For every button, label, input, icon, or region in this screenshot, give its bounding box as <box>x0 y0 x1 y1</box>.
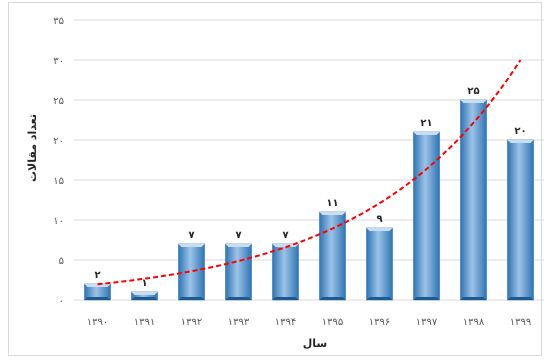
bar <box>366 227 393 301</box>
x-tick-label: ۱۳۹۱ <box>134 317 155 328</box>
trendline <box>97 59 522 286</box>
bar-top-bevel <box>225 244 252 247</box>
x-tick-label: ۱۳۹۶ <box>369 317 390 328</box>
y-tick-label: ۲۰ <box>53 136 64 147</box>
bar <box>225 243 252 301</box>
bar-body <box>460 99 487 301</box>
y-tick-label: ۱۵ <box>53 176 64 187</box>
x-tick-label: ۱۳۹۵ <box>322 317 343 328</box>
x-tick-label: ۱۳۹۴ <box>275 317 296 328</box>
bar-body <box>272 243 299 301</box>
bar-top-bevel <box>366 228 393 231</box>
bar <box>507 139 534 301</box>
bar-top-bevel <box>507 140 534 143</box>
bar-body <box>366 227 393 301</box>
y-axis-ticks: ۰ ۵ ۱۰ ۱۵ ۲۰ ۲۵ ۳۰ ۳۵ <box>53 16 64 307</box>
bar-bottom-bevel <box>178 297 205 300</box>
bar-bottom-bevel <box>507 297 534 300</box>
bar <box>319 211 346 301</box>
bar-top-bevel <box>319 212 346 215</box>
bar-body <box>507 139 534 301</box>
data-label: ۲۰ <box>514 126 526 137</box>
x-tick-label: ۱۳۹۰ <box>87 317 108 328</box>
bar-bottom-bevel <box>225 297 252 300</box>
bar-body <box>178 243 205 301</box>
bars <box>84 99 534 301</box>
bar <box>131 291 158 301</box>
bar <box>413 131 440 301</box>
x-tick-label: ۱۳۹۸ <box>463 317 485 328</box>
x-tick-label: ۱۳۹۷ <box>416 317 438 328</box>
bar-top-bevel <box>131 292 158 295</box>
x-axis-title: سال <box>303 337 328 350</box>
y-tick-label: ۱۰ <box>53 216 64 227</box>
y-tick-label: ۲۵ <box>53 96 64 107</box>
y-tick-label: ۰ <box>59 296 64 307</box>
bar-bottom-bevel <box>84 297 111 300</box>
y-tick-label: ۳۵ <box>53 16 64 27</box>
bar <box>460 99 487 301</box>
bar-bottom-bevel <box>131 297 158 300</box>
trendline-path <box>97 59 522 286</box>
data-label: ۲۱ <box>420 118 432 129</box>
bar-bottom-bevel <box>319 297 346 300</box>
data-label: ۷ <box>188 230 194 241</box>
bar-body <box>225 243 252 301</box>
data-label: ۷ <box>235 230 241 241</box>
bar <box>84 283 111 301</box>
data-label: ۱۱ <box>326 198 338 209</box>
bar <box>272 243 299 301</box>
bar-bottom-bevel <box>413 297 440 300</box>
x-axis-ticks: ۱۳۹۰ ۱۳۹۱ ۱۳۹۲ ۱۳۹۳ ۱۳۹۴ ۱۳۹۵ ۱۳۹۶ ۱۳۹۷ ۱۳۹۸ ۱۳۹۹ <box>87 317 531 328</box>
bar-top-bevel <box>84 284 111 287</box>
bar-top-bevel <box>460 100 487 103</box>
bar-top-bevel <box>272 244 299 247</box>
bar-bottom-bevel <box>366 297 393 300</box>
bar-top-bevel <box>413 132 440 135</box>
data-label: ۲۵ <box>467 86 479 97</box>
bar-top-bevel <box>178 244 205 247</box>
data-label: ۱ <box>141 278 147 289</box>
data-label: ۹ <box>376 214 382 225</box>
x-tick-label: ۱۳۹۲ <box>181 317 202 328</box>
y-tick-label: ۵ <box>59 256 64 267</box>
x-tick-label: ۱۳۹۹ <box>510 317 531 328</box>
data-label: ۷ <box>282 230 288 241</box>
bar-bottom-bevel <box>272 297 299 300</box>
bar-bottom-bevel <box>460 297 487 300</box>
y-axis-title: تعداد مقالات <box>26 114 39 182</box>
data-label: ۲ <box>94 270 100 281</box>
y-tick-label: ۳۰ <box>53 56 64 67</box>
x-tick-label: ۱۳۹۳ <box>228 317 250 328</box>
bar <box>178 243 205 301</box>
bar-body <box>413 131 440 301</box>
